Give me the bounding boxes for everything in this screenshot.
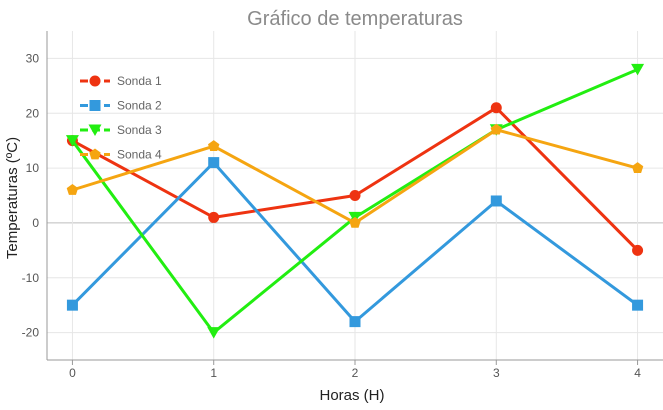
x-axis-label: Horas (H) (319, 387, 384, 404)
grid (47, 31, 663, 360)
chart-title: Gráfico de temperaturas (247, 8, 463, 30)
data-point (208, 157, 220, 169)
x-tick-label: 4 (634, 366, 641, 380)
data-point (349, 190, 361, 201)
data-point (490, 195, 502, 207)
y-tick-label: 10 (26, 161, 40, 175)
legend-swatch-marker (89, 75, 101, 87)
y-tick-label: 20 (26, 106, 40, 120)
legend-item: Sonda 1 (80, 74, 162, 88)
data-point (631, 162, 644, 173)
data-point (631, 63, 645, 76)
legend-swatch-marker (89, 100, 101, 111)
data-point (349, 216, 361, 228)
legend-label: Sonda 2 (117, 99, 162, 113)
y-axis-label: Temperaturas (ºC) (4, 137, 21, 259)
x-tick-label: 1 (210, 366, 217, 380)
data-point (66, 299, 78, 311)
legend-label: Sonda 4 (117, 148, 162, 162)
x-tick-label: 0 (69, 366, 76, 380)
x-tick-label: 2 (352, 366, 359, 380)
y-tick-label: 30 (26, 51, 40, 65)
data-point (490, 123, 502, 135)
data-point (66, 184, 79, 195)
data-point (208, 211, 220, 223)
data-point (349, 316, 361, 328)
data-point (632, 299, 644, 311)
y-tick-label: 0 (32, 216, 39, 230)
x-tick-label: 3 (493, 366, 500, 380)
y-tick-label: -10 (22, 271, 40, 285)
legend-label: Sonda 3 (117, 123, 162, 137)
legend-swatch-marker (88, 124, 102, 136)
legend: Sonda 1 Sonda 2 Sonda 3 Sonda 4 (80, 74, 162, 162)
legend-item: Sonda 3 (80, 123, 162, 137)
data-point (490, 102, 502, 114)
axes: -20 -10 0 10 20 30 0 1 2 3 4 (22, 31, 663, 380)
legend-swatch-marker (89, 148, 101, 160)
legend-label: Sonda 1 (117, 74, 162, 88)
data-point (65, 135, 79, 147)
data-point (632, 244, 644, 256)
series-lines (65, 63, 645, 339)
y-tick-label: -20 (22, 326, 40, 340)
data-point (207, 327, 221, 339)
series-4 (66, 123, 644, 228)
series-2 (66, 157, 644, 328)
data-point (208, 140, 220, 151)
legend-item: Sonda 2 (80, 99, 162, 113)
legend-item: Sonda 4 (80, 148, 162, 162)
